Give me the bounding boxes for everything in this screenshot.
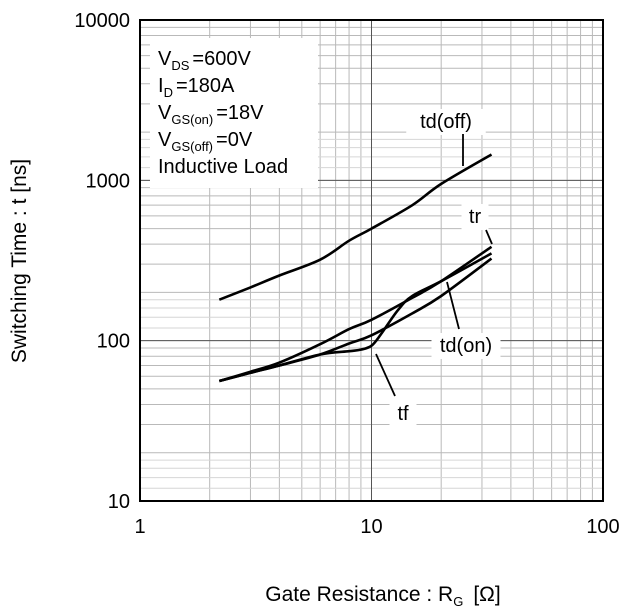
series-label-bg bbox=[389, 401, 417, 427]
series-line-tf bbox=[218, 252, 493, 383]
condition-line: VDS =600V bbox=[158, 48, 251, 73]
series-labels: td(off) tr td(on) tf bbox=[389, 109, 501, 427]
series-label-tr: tr bbox=[469, 206, 482, 228]
series-label-bg bbox=[461, 204, 489, 230]
condition-line: ID =180A bbox=[158, 75, 235, 100]
series-line-tdoff bbox=[218, 153, 493, 301]
y-tick-label: 10 bbox=[108, 491, 130, 513]
condition-line: VGS(on) =18V bbox=[158, 102, 264, 127]
condition-line: Inductive Load bbox=[158, 156, 288, 178]
series-label-tdoff: td(off) bbox=[420, 111, 472, 133]
series-label-bg bbox=[406, 109, 486, 135]
series-label-tf: tf bbox=[397, 403, 409, 425]
series-label-bg bbox=[431, 333, 501, 359]
x-tick-label: 100 bbox=[586, 516, 619, 538]
x-tick-labels: 1 10 100 bbox=[134, 516, 619, 538]
x-axis-label: Gate Resistance : RG [Ω] bbox=[265, 583, 500, 609]
series-label-tdon: td(on) bbox=[440, 335, 492, 357]
x-tick-label: 10 bbox=[360, 516, 382, 538]
series-line-tr bbox=[218, 245, 493, 383]
conditions-box bbox=[150, 38, 318, 188]
y-tick-labels: 10 100 1000 10000 bbox=[74, 10, 130, 513]
leader-line bbox=[485, 229, 493, 245]
plot-frame bbox=[139, 19, 604, 502]
y-tick-label: 10000 bbox=[74, 10, 130, 32]
y-tick-label: 1000 bbox=[86, 170, 131, 192]
condition-line: VGS(off) =0V bbox=[158, 129, 253, 154]
x-tick-label: 1 bbox=[134, 516, 145, 538]
y-tick-label: 100 bbox=[97, 331, 130, 353]
label-leaders bbox=[375, 134, 493, 397]
series-lines bbox=[218, 153, 493, 383]
y-axis-label: Switching Time : t [ns] bbox=[8, 159, 31, 363]
leader-line bbox=[375, 353, 396, 397]
leader-line bbox=[446, 281, 460, 330]
